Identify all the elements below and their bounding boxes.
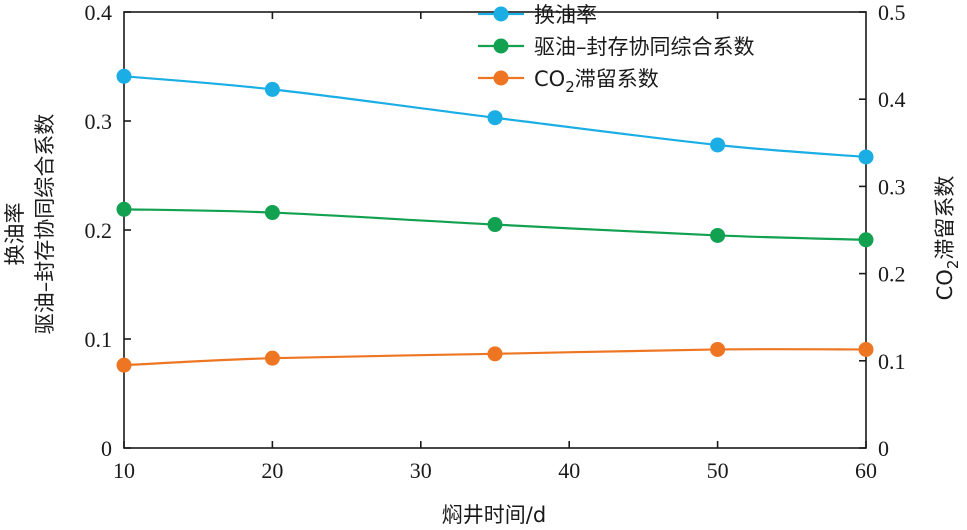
data-point-exchange-rate: [116, 68, 132, 84]
series-layer: [116, 68, 874, 373]
x-axis-title: 焖井时间/d: [442, 503, 546, 527]
legend-item-co2-retention: CO2滞留系数: [478, 67, 659, 96]
left-y-tick-label: 0.2: [85, 218, 113, 243]
x-tick-label: 50: [707, 458, 729, 483]
data-point-exchange-rate: [858, 149, 874, 165]
legend-marker: [493, 70, 509, 86]
data-point-synergy-coefficient: [710, 227, 726, 243]
left-axis-title-line2: 驱油–封存协同综合系数: [33, 114, 57, 335]
data-point-synergy-coefficient: [264, 205, 280, 221]
data-point-co2-retention: [858, 341, 874, 357]
right-axis-title-sub: 2: [944, 260, 962, 270]
data-point-synergy-coefficient: [487, 217, 503, 233]
x-tick-label: 30: [410, 458, 432, 483]
legend-marker: [493, 38, 509, 54]
series-co2-retention: [116, 341, 874, 373]
data-point-exchange-rate: [487, 110, 503, 126]
left-y-tick-label: 0.3: [85, 109, 113, 134]
data-point-synergy-coefficient: [116, 201, 132, 217]
left-y-tick-label: 0.4: [85, 0, 113, 25]
legend-label: 驱油–封存协同综合系数: [534, 35, 755, 59]
right-axis-title-prefix: CO: [933, 269, 957, 300]
left-y-tick-label: 0: [101, 436, 112, 461]
series-synergy-coefficient: [116, 201, 874, 248]
data-point-co2-retention: [487, 346, 503, 362]
right-axis-title: CO2滞留系数: [933, 176, 962, 301]
right-axis-title-suffix: 滞留系数: [933, 176, 957, 260]
right-y-tick-label: 0: [878, 436, 889, 461]
legend-label-sub: 2: [565, 78, 575, 96]
data-point-exchange-rate: [710, 137, 726, 153]
data-point-synergy-coefficient: [858, 232, 874, 248]
right-y-tick-label: 0.4: [878, 87, 906, 112]
right-y-tick-label: 0.2: [878, 262, 906, 287]
x-tick-label: 10: [113, 458, 135, 483]
x-tick-label: 20: [261, 458, 283, 483]
legend-label: 换油率: [534, 3, 597, 27]
legend-label: CO2滞留系数: [534, 67, 659, 96]
x-tick-label: 40: [558, 458, 580, 483]
legend-item-synergy-coefficient: 驱油–封存协同综合系数: [478, 35, 755, 59]
data-point-co2-retention: [264, 350, 280, 366]
axes: 10 20 30 40 50 6000.10.20.30.400.10.20.30.40.…: [85, 0, 906, 483]
series-exchange-rate: [116, 68, 874, 165]
legend-label-prefix: CO: [534, 67, 565, 91]
data-point-co2-retention: [710, 341, 726, 357]
right-y-tick-label: 0.5: [878, 0, 906, 25]
right-y-tick-label: 0.3: [878, 174, 906, 199]
legend-label-suffix: 滞留系数: [575, 67, 659, 91]
legend-marker: [493, 6, 509, 22]
left-y-tick-label: 0.1: [85, 327, 113, 352]
x-tick-label: 60: [855, 458, 877, 483]
data-point-co2-retention: [116, 357, 132, 373]
legend-item-exchange-rate: 换油率: [478, 3, 597, 27]
data-point-exchange-rate: [264, 81, 280, 97]
right-y-tick-label: 0.1: [878, 349, 906, 374]
left-axis-title-line1: 换油率: [3, 203, 27, 266]
